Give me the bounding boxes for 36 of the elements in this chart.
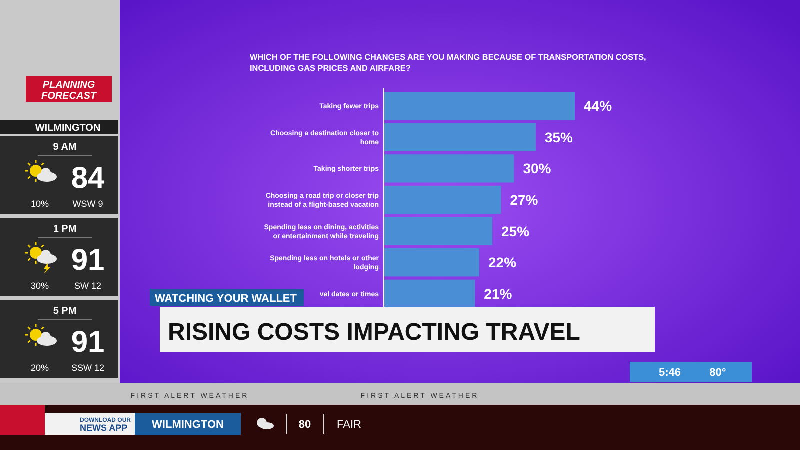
text: FAIR xyxy=(337,419,362,431)
text: 5:46 xyxy=(658,367,682,379)
text: 1 PM xyxy=(53,224,77,235)
data-label: 30% xyxy=(523,160,552,177)
bar xyxy=(384,217,493,246)
text: 91 xyxy=(71,326,105,359)
text: 5 PM xyxy=(53,306,77,317)
text: 10% xyxy=(30,199,50,209)
text: SW 12 xyxy=(74,281,102,291)
bar xyxy=(384,92,575,120)
data-label: 27% xyxy=(510,192,539,208)
data-label: 44% xyxy=(584,98,613,114)
data-label: 22% xyxy=(488,254,518,271)
bar xyxy=(384,280,476,308)
data-label: 25% xyxy=(502,223,530,240)
text: PLANNING FORECAST xyxy=(42,80,98,102)
text: WILMINGTON xyxy=(35,123,101,134)
text: 91 xyxy=(71,244,105,277)
bar xyxy=(384,186,502,214)
text: WATCHING YOUR WALLET xyxy=(155,293,298,305)
data-label: 35% xyxy=(544,129,574,146)
data-label: 21% xyxy=(484,286,513,302)
text: 30% xyxy=(30,281,50,291)
text: SSW 12 xyxy=(71,363,105,373)
text: 9 AM xyxy=(53,142,77,153)
text: WSW 9 xyxy=(72,199,104,209)
bar xyxy=(384,123,536,152)
bar xyxy=(384,154,514,183)
text: WILMINGTON xyxy=(152,419,224,431)
text: 80 xyxy=(298,419,312,431)
text: 20% xyxy=(30,363,50,373)
text: 80° xyxy=(710,367,726,379)
bar xyxy=(384,248,480,277)
text: 84 xyxy=(71,162,105,195)
chart-title: WHICH OF THE FOLLOWING CHANGES ARE YOU MAKING BECAUSE OF TRANSPORTATION COSTS, INCLUDING GAS PRICES AND AIRFARE? xyxy=(250,53,646,73)
text: RISING COSTS IMPACTING TRAVEL xyxy=(168,319,580,346)
